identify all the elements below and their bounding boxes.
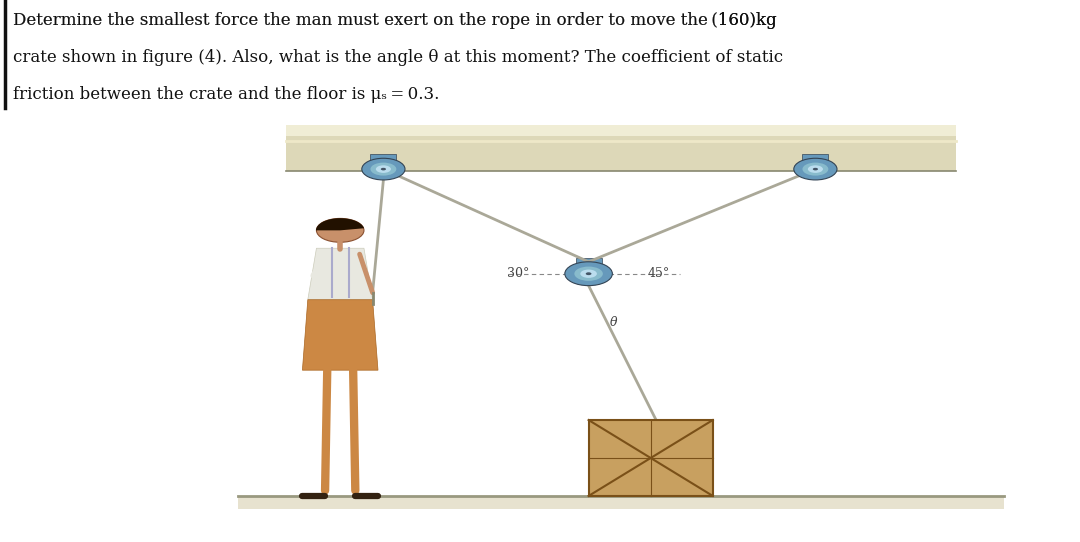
Bar <box>589 420 713 496</box>
Text: crate shown in figure (4). Also, what is the angle θ at this moment? The coeffic: crate shown in figure (4). Also, what is… <box>13 49 783 66</box>
Circle shape <box>808 165 823 173</box>
Text: 30°: 30° <box>507 267 529 280</box>
Circle shape <box>802 163 828 176</box>
Circle shape <box>794 158 837 180</box>
Circle shape <box>316 218 364 242</box>
Text: Determine the smallest force the man must exert on the rope in order to move the: Determine the smallest force the man mus… <box>13 12 718 29</box>
Text: θ: θ <box>610 316 618 329</box>
Circle shape <box>376 165 391 173</box>
Circle shape <box>565 262 612 286</box>
Circle shape <box>580 269 597 278</box>
Text: 45°: 45° <box>648 267 671 280</box>
Wedge shape <box>316 218 364 230</box>
Bar <box>238 496 1004 509</box>
Circle shape <box>575 267 603 281</box>
Circle shape <box>381 168 386 170</box>
Text: Determine the smallest force the man must exert on the rope in order to move the: Determine the smallest force the man mus… <box>13 12 777 29</box>
Text: friction between the crate and the floor is μₛ = 0.3.: friction between the crate and the floor… <box>13 86 440 102</box>
Bar <box>286 125 956 153</box>
Bar <box>216 103 1026 520</box>
Circle shape <box>585 272 592 275</box>
Bar <box>576 258 602 268</box>
Circle shape <box>362 158 405 180</box>
Bar <box>370 154 396 164</box>
Circle shape <box>813 168 818 170</box>
Polygon shape <box>302 300 378 370</box>
Polygon shape <box>308 248 373 300</box>
Bar <box>286 136 956 171</box>
Circle shape <box>370 163 396 176</box>
Text: Determine the smallest force the man must exert on the rope in order to move the: Determine the smallest force the man mus… <box>13 12 777 29</box>
Bar <box>802 154 828 164</box>
